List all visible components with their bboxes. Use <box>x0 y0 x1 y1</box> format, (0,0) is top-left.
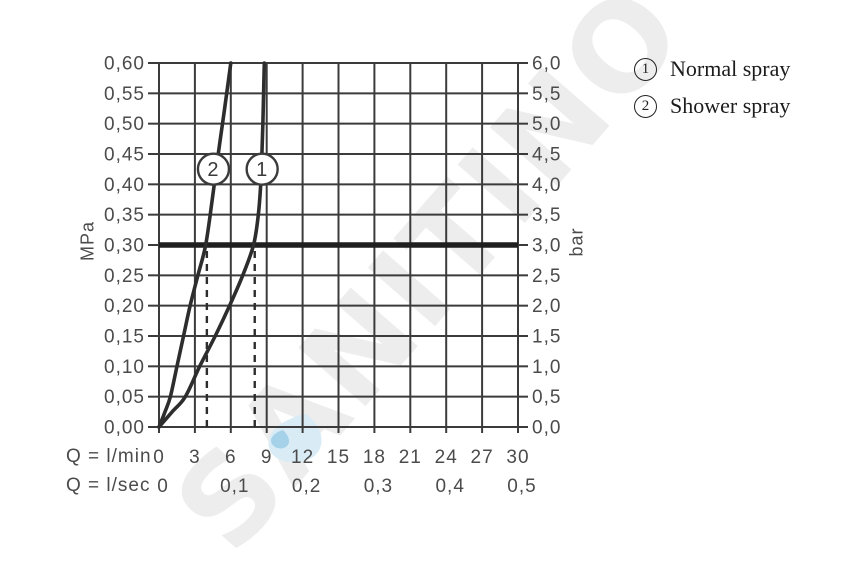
y-right-tick-label: 0,0 <box>532 418 561 439</box>
y-axis-right-title: bar <box>566 227 587 257</box>
x-lmin-tick-label: 18 <box>363 447 386 468</box>
x-lmin-tick-label: 27 <box>471 447 494 468</box>
y-axis-left-title: MPa <box>77 220 98 262</box>
x-lmin-tick-label: 21 <box>399 447 422 468</box>
plot-canvas: 0,60 6,00,55 5,50,50 5,00,45 4,50,40 4,00,35 3… <box>104 54 561 498</box>
curve-marker-circle-1 <box>245 152 279 186</box>
flow-pressure-chart: SANITINO 0,60 6,0 0,55 5,5 0,50 5,0 0,45 4,5 0,4… <box>66 0 790 577</box>
y-right-tick-label: 1,5 <box>532 327 561 348</box>
y-right-tick-label: 3,0 <box>532 236 561 257</box>
legend-marker-circle-1: 1 <box>634 57 657 81</box>
y-left-tick-label: 0,45 <box>104 145 145 166</box>
y-left-tick-label: 0,50 <box>104 114 145 135</box>
x-lsec-tick-label: 0,5 <box>507 476 536 497</box>
legend-label-normal-spray: Normal spray <box>670 56 791 81</box>
y-left-tick-label: 0,35 <box>104 205 145 226</box>
x-lmin-tick-label: 0 <box>153 447 165 468</box>
y-left-tick-label: 0,05 <box>104 387 145 408</box>
y-right-tick-label: 0,5 <box>532 387 561 408</box>
y-right-tick-label: 6,0 <box>532 54 561 75</box>
x-lsec-tick-label: 0,3 <box>364 476 393 497</box>
y-right-tick-label: 1,0 <box>532 357 561 378</box>
y-right-tick-label: 2,0 <box>532 296 561 317</box>
y-left-tick-label: 0,10 <box>104 357 145 378</box>
y-left-tick-label: 0,00 <box>104 418 145 439</box>
y-right-tick-label: 3,5 <box>532 205 561 226</box>
x-lmin-tick-label: 9 <box>261 447 273 468</box>
x-lmin-tick-label: 6 <box>225 447 237 468</box>
y-left-tick-label: 0,25 <box>104 266 145 287</box>
x-lsec-tick-label: 0 <box>157 476 169 497</box>
y-right-tick-label: 2,5 <box>532 266 561 287</box>
y-right-tick-label: 5,0 <box>532 114 561 135</box>
legend: 1 Normal spray 2 Shower spray <box>634 56 790 130</box>
water-drop-dot <box>271 430 290 449</box>
x-lmin-tick-label: 3 <box>189 447 201 468</box>
x-lsec-tick-label: 0,1 <box>220 476 249 497</box>
curve-marker-circle-2 <box>196 152 231 186</box>
legend-marker-circle-2: 2 <box>634 94 657 118</box>
y-left-tick-label: 0,20 <box>104 296 145 317</box>
y-left-tick-label: 0,60 <box>104 54 145 75</box>
x-lsec-tick-label: 0,4 <box>435 476 464 497</box>
y-left-tick-label: 0,30 <box>104 236 145 257</box>
x-lmin-tick-label: 30 <box>506 447 529 468</box>
y-left-tick-label: 0,40 <box>104 175 145 196</box>
curve-normal-spray <box>157 61 267 429</box>
x-lsec-tick-label: 0,2 <box>292 476 321 497</box>
curve-marker-number-1: 1 <box>256 159 268 181</box>
y-left-tick-label: 0,15 <box>104 327 145 348</box>
x-axis-lsec-title: Q = l/sec <box>66 475 151 496</box>
y-right-tick-label: 5,5 <box>532 84 561 105</box>
curve-marker-number-2: 2 <box>207 159 219 181</box>
y-right-tick-label: 4,0 <box>532 175 561 196</box>
legend-label-shower-spray: Shower spray <box>670 93 791 118</box>
y-right-tick-label: 4,5 <box>532 145 561 166</box>
y-left-tick-label: 0,55 <box>104 84 145 105</box>
curve-shower-spray <box>157 61 233 429</box>
x-lmin-tick-label: 12 <box>291 447 314 468</box>
x-axis-lmin-title: Q = l/min <box>66 446 152 467</box>
x-lmin-tick-label: 15 <box>327 447 350 468</box>
legend-item-shower-spray: 2 Shower spray <box>634 93 790 119</box>
legend-item-normal-spray: 1 Normal spray <box>634 56 790 82</box>
x-lmin-tick-label: 24 <box>435 447 458 468</box>
